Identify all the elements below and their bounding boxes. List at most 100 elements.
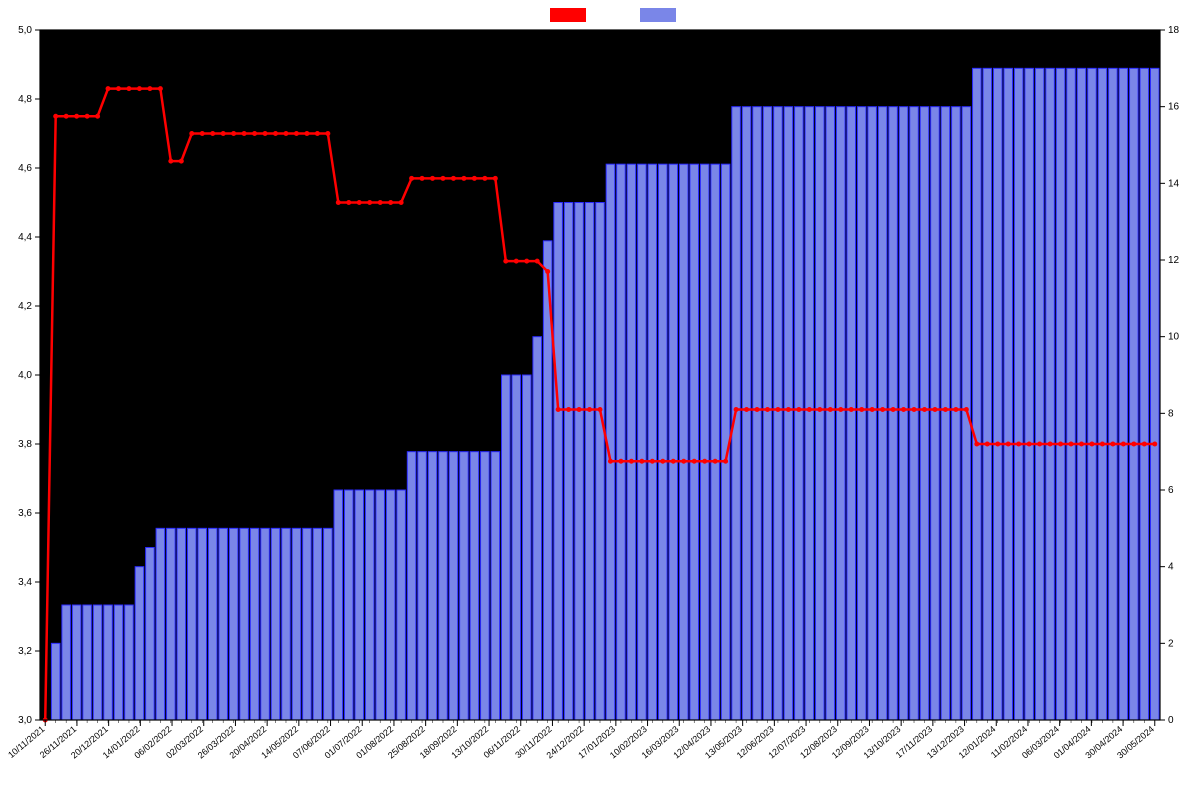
line-marker xyxy=(325,131,330,136)
bar xyxy=(114,605,123,720)
line-marker xyxy=(639,459,644,464)
bar xyxy=(512,375,521,720)
bar xyxy=(198,528,207,720)
line-marker xyxy=(618,459,623,464)
bar xyxy=(805,107,814,720)
line-marker xyxy=(461,176,466,181)
line-marker xyxy=(807,407,812,412)
line-marker xyxy=(608,459,613,464)
line-marker xyxy=(671,459,676,464)
bar xyxy=(449,452,458,720)
bar xyxy=(1150,68,1159,720)
line-marker xyxy=(1048,442,1053,447)
line-marker xyxy=(974,442,979,447)
line-marker xyxy=(1016,442,1021,447)
bar xyxy=(104,605,113,720)
bar xyxy=(93,605,102,720)
ytick-right-label: 2 xyxy=(1168,638,1174,649)
line-marker xyxy=(1079,442,1084,447)
bar xyxy=(899,107,908,720)
line-marker xyxy=(681,459,686,464)
line-marker xyxy=(995,442,1000,447)
line-marker xyxy=(545,269,550,274)
line-marker xyxy=(294,131,299,136)
bar xyxy=(868,107,877,720)
line-marker xyxy=(472,176,477,181)
line-marker xyxy=(1027,442,1032,447)
line-marker xyxy=(755,407,760,412)
line-marker xyxy=(126,86,131,91)
bar xyxy=(690,164,699,720)
bar xyxy=(125,605,134,720)
bar xyxy=(334,490,343,720)
line-marker xyxy=(629,459,634,464)
ytick-left-label: 4,4 xyxy=(18,232,32,243)
bar xyxy=(700,164,709,720)
line-marker xyxy=(482,176,487,181)
bar xyxy=(344,490,353,720)
line-marker xyxy=(85,114,90,119)
ytick-right-label: 6 xyxy=(1168,485,1174,496)
bar xyxy=(51,643,60,720)
line-marker xyxy=(849,407,854,412)
line-marker xyxy=(880,407,885,412)
line-marker xyxy=(870,407,875,412)
line-marker xyxy=(692,459,697,464)
line-marker xyxy=(1152,442,1157,447)
line-marker xyxy=(765,407,770,412)
bar xyxy=(1035,68,1044,720)
ytick-left-label: 3,8 xyxy=(18,439,32,450)
bar xyxy=(470,452,479,720)
bar xyxy=(784,107,793,720)
line-marker xyxy=(828,407,833,412)
bar xyxy=(303,528,312,720)
ytick-right-label: 8 xyxy=(1168,408,1174,419)
line-marker xyxy=(1037,442,1042,447)
line-marker xyxy=(357,200,362,205)
line-marker xyxy=(713,459,718,464)
bar xyxy=(910,107,919,720)
bar xyxy=(648,164,657,720)
bar xyxy=(585,203,594,721)
bar xyxy=(763,107,772,720)
bar xyxy=(774,107,783,720)
line-marker xyxy=(1006,442,1011,447)
line-marker xyxy=(985,442,990,447)
ytick-right-label: 16 xyxy=(1168,102,1180,113)
ytick-right-label: 4 xyxy=(1168,562,1174,573)
line-marker xyxy=(796,407,801,412)
line-marker xyxy=(1100,442,1105,447)
bar xyxy=(407,452,416,720)
line-marker xyxy=(1089,442,1094,447)
line-marker xyxy=(598,407,603,412)
line-marker xyxy=(587,407,592,412)
line-marker xyxy=(734,407,739,412)
line-marker xyxy=(74,114,79,119)
bar xyxy=(816,107,825,720)
line-marker xyxy=(912,407,917,412)
bar xyxy=(187,528,196,720)
line-marker xyxy=(263,131,268,136)
line-marker xyxy=(953,407,958,412)
bar xyxy=(1004,68,1013,720)
bar xyxy=(920,107,929,720)
line-marker xyxy=(158,86,163,91)
bar xyxy=(889,107,898,720)
bar xyxy=(261,528,270,720)
line-marker xyxy=(304,131,309,136)
bar xyxy=(292,528,301,720)
bar xyxy=(952,107,961,720)
bar xyxy=(271,528,280,720)
ytick-right-label: 10 xyxy=(1168,332,1180,343)
line-marker xyxy=(514,259,519,264)
bar xyxy=(1109,68,1118,720)
bar xyxy=(1046,68,1055,720)
bar xyxy=(1140,68,1149,720)
bar xyxy=(62,605,71,720)
line-marker xyxy=(409,176,414,181)
bar xyxy=(386,490,395,720)
line-marker xyxy=(901,407,906,412)
bar xyxy=(575,203,584,721)
line-marker xyxy=(1058,442,1063,447)
bar xyxy=(219,528,228,720)
